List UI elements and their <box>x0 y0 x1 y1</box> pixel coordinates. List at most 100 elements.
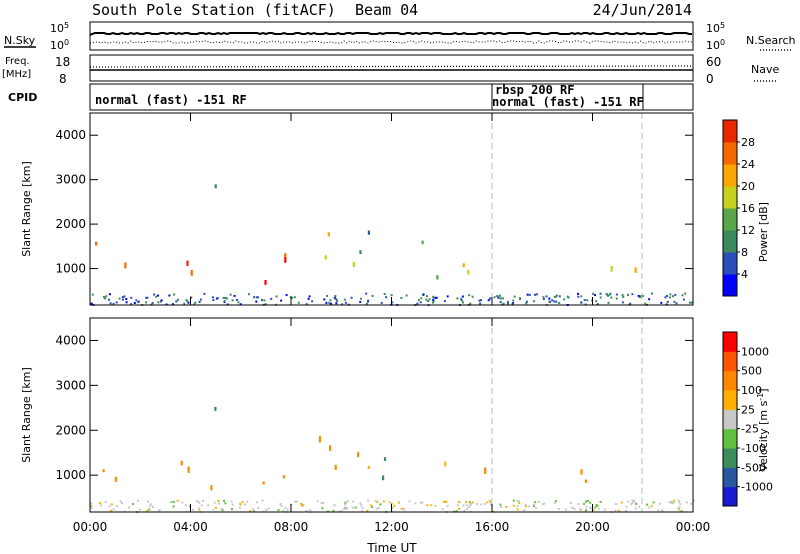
cpid-segment-1: normal (fast) -151 RF <box>95 93 247 107</box>
freq-panel: Freq. [MHz] 18 8 60 0 Nave <box>2 54 779 86</box>
data-cell <box>327 232 330 237</box>
ground-cell <box>465 501 468 504</box>
ground-cell <box>323 298 326 301</box>
ground-cell <box>458 507 460 510</box>
velocity-ylabel: Slant Range [km] <box>20 367 33 463</box>
ground-cell <box>569 501 572 504</box>
ground-cell <box>336 300 338 302</box>
ground-cell <box>361 506 364 509</box>
ground-cell <box>267 507 270 510</box>
ground-cell <box>672 295 674 298</box>
ground-cell <box>198 300 201 303</box>
ground-cell <box>391 301 394 304</box>
ground-cell <box>403 508 406 511</box>
ground-cell <box>155 295 158 298</box>
ground-cell <box>277 509 280 512</box>
ground-cell <box>420 297 423 300</box>
ground-cell <box>173 293 176 296</box>
ground-cell <box>677 507 680 510</box>
ground-cell <box>648 298 651 301</box>
ground-cell <box>121 296 124 299</box>
ground-cell <box>543 502 546 505</box>
ground-cell <box>545 295 548 298</box>
data-cell <box>357 452 360 458</box>
ground-cell <box>172 500 175 503</box>
data-cell <box>634 267 637 273</box>
ground-cell <box>634 507 637 510</box>
ground-cell <box>624 509 627 512</box>
ground-cell <box>614 509 617 512</box>
ground-cell <box>534 501 537 504</box>
ground-cell <box>518 502 521 504</box>
ground-cell <box>137 499 139 502</box>
ground-cell <box>223 499 225 502</box>
ground-cell <box>282 509 285 512</box>
ground-cell <box>145 301 148 304</box>
colorbar-segment <box>723 467 737 488</box>
ground-cell <box>677 499 680 502</box>
ground-cell <box>256 296 259 299</box>
cpid-label: CPID <box>8 91 37 104</box>
colorbar-segment <box>723 332 737 352</box>
ground-cell <box>548 297 551 300</box>
ground-cell <box>548 300 551 303</box>
ground-cell <box>198 507 200 510</box>
ground-cell <box>467 506 470 509</box>
colorbar-segment <box>723 252 737 275</box>
ground-cell <box>488 500 491 502</box>
ground-cell <box>365 292 368 295</box>
data-cell <box>214 406 217 411</box>
ground-cell <box>344 301 347 304</box>
ground-cell <box>152 506 154 508</box>
ground-cell <box>542 296 545 299</box>
ground-cell <box>416 302 419 305</box>
ground-cell <box>430 504 433 507</box>
ground-cell <box>644 302 647 305</box>
data-cell <box>329 445 332 451</box>
data-cell <box>584 479 587 483</box>
ground-cell <box>402 507 404 510</box>
colorbar-segment <box>723 448 737 468</box>
ground-cell <box>512 504 515 507</box>
ground-cell <box>668 296 671 299</box>
ground-cell <box>183 302 186 305</box>
ground-cell <box>388 501 391 504</box>
ground-cell <box>157 294 159 297</box>
ground-cell <box>607 301 610 304</box>
ground-cell <box>444 500 447 503</box>
ground-cell <box>502 302 505 305</box>
colorbar-tick-label: 12 <box>741 224 755 237</box>
velocity-frame <box>89 317 694 513</box>
ground-cell <box>480 299 482 302</box>
freq-frame <box>89 54 694 82</box>
y-tick-label: 4000 <box>55 333 86 347</box>
ground-cell <box>471 295 474 298</box>
ground-cell <box>516 499 519 502</box>
ground-cell <box>599 296 602 299</box>
colorbar-tick-label: 25 <box>741 403 755 416</box>
ground-cell <box>198 508 201 511</box>
ground-cell <box>223 299 226 302</box>
ground-cell <box>343 508 346 511</box>
ground-cell <box>212 508 215 511</box>
ground-cell <box>442 500 445 503</box>
ground-cell <box>630 503 633 506</box>
ground-cell <box>603 508 606 511</box>
data-cell <box>282 475 285 479</box>
ground-cell <box>329 299 332 302</box>
ground-cell <box>379 503 382 506</box>
x-tick-label: 16:00 <box>475 520 510 534</box>
ground-cell <box>506 300 509 303</box>
ground-cell <box>398 501 400 504</box>
ground-cell <box>594 506 597 509</box>
ground-cell <box>147 500 149 503</box>
ground-cell <box>199 298 202 301</box>
ground-cell <box>443 300 446 303</box>
ground-cell <box>647 506 650 509</box>
ground-cell <box>490 504 493 506</box>
data-cell <box>124 262 127 269</box>
ground-cell <box>487 299 490 302</box>
data-cell <box>484 467 487 474</box>
ground-cell <box>673 300 676 303</box>
data-cell <box>284 257 287 263</box>
